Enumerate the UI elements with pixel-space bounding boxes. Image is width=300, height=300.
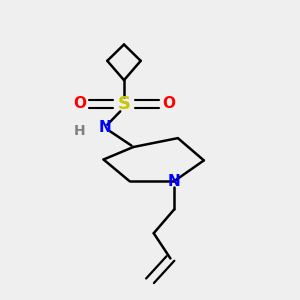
Text: N: N [168,174,181,189]
Text: O: O [73,96,86,111]
Text: S: S [118,95,130,113]
Text: H: H [74,124,85,138]
Text: N: N [99,120,112,135]
Text: O: O [162,96,175,111]
